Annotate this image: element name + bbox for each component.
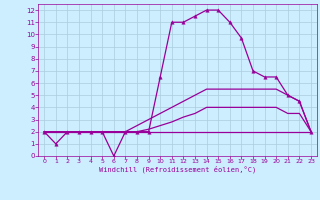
X-axis label: Windchill (Refroidissement éolien,°C): Windchill (Refroidissement éolien,°C): [99, 166, 256, 173]
